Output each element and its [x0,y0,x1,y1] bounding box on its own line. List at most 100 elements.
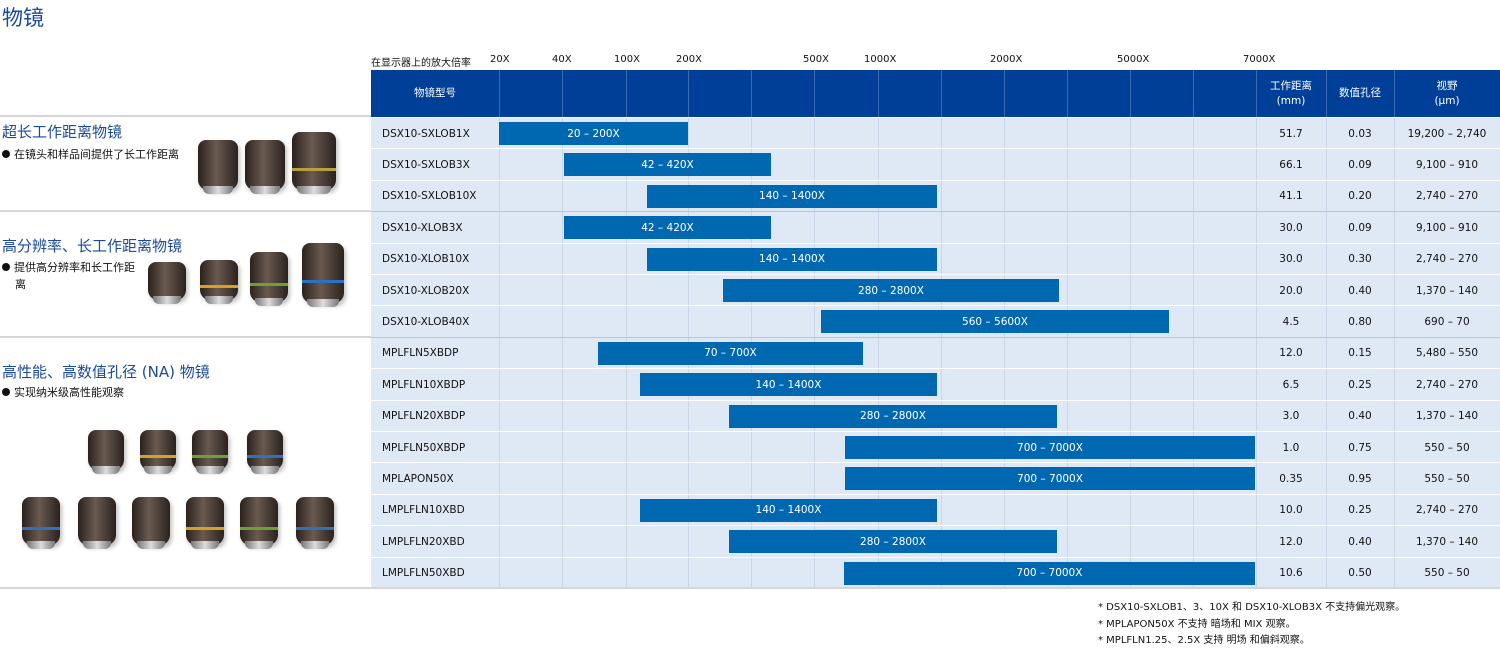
table-row: LMPLFLN10XBD 140 – 1400X 10.0 0.25 2,740 – 2… [371,493,1500,525]
objective-lens-icon [247,430,283,474]
header-working-distance: 工作距离 (mm) [1270,80,1312,107]
objective-lens-icon [245,140,285,194]
numerical-aperture: 0.25 [1348,504,1372,517]
divider [0,587,1500,589]
table-row: MPLFLN20XBDP 280 – 2800X 3.0 0.40 1,370 – 14… [371,399,1500,431]
model-name: DSX10-XLOB3X [382,221,463,234]
grid-line [1067,70,1068,117]
header-na: 数值孔径 [1339,87,1381,100]
grid-line [878,70,879,117]
magnification-range-bar: 42 – 420X [564,153,771,177]
magnification-range-bar: 280 – 2800X [729,530,1057,554]
section-bullet: 实现纳米级高性能观察 [2,384,124,401]
grid-line [1130,70,1131,117]
objective-lens-icon [22,497,60,549]
field-of-view: 2,740 – 270 [1415,253,1479,266]
model-name: MPLFLN20XBDP [382,410,466,423]
working-distance: 10.6 [1279,567,1303,580]
table-row: DSX10-XLOB20X 280 – 2800X 20.0 0.40 1,370 – … [371,274,1500,305]
numerical-aperture: 0.15 [1348,347,1372,360]
objective-lens-icon [302,243,344,307]
model-name: DSX10-XLOB20X [382,284,470,297]
table-row: MPLFLN50XBDP 700 – 7000X 1.0 0.75 550 – 50 [371,431,1500,462]
model-name: MPLFLN10XBDP [382,378,466,391]
field-of-view: 9,100 – 910 [1415,221,1479,234]
grid-line [1004,117,1005,588]
numerical-aperture: 0.40 [1348,410,1372,423]
magnification-range-bar: 140 – 1400X [640,373,937,397]
grid-line [499,117,500,588]
working-distance: 30.0 [1279,221,1303,234]
objective-lens-icon [292,132,336,194]
field-of-view: 5,480 – 550 [1415,347,1479,360]
scale-tick-label: 500X [803,54,829,65]
section-bullet: 提供高分辨率和长工作距离 [2,259,142,293]
table-row: DSX10-SXLOB1X 20 – 200X 51.7 0.03 19,200 – 2… [371,117,1500,148]
magnification-range-bar: 700 – 7000X [845,467,1255,491]
section-title: 高分辨率、长工作距离物镜 [2,237,183,255]
table-row: LMPLFLN50XBD 700 – 7000X 10.6 0.50 550 – 50 [371,556,1500,588]
model-name: LMPLFLN20XBD [382,535,465,548]
scale-tick-label: 200X [676,54,702,65]
field-of-view: 550 – 50 [1424,567,1470,580]
field-of-view: 19,200 – 2,740 [1407,127,1487,140]
table-row: LMPLFLN20XBD 280 – 2800X 12.0 0.40 1,370 – 1… [371,525,1500,556]
field-of-view: 550 – 50 [1424,441,1470,454]
grid-line [1326,117,1327,588]
magnification-range-bar: 280 – 2800X [723,279,1059,302]
model-name: LMPLFLN10XBD [382,504,465,517]
numerical-aperture: 0.20 [1348,190,1372,203]
magnification-range-bar: 70 – 700X [598,341,863,365]
section-bullet: 在镜头和样品间提供了长工作距离 [2,146,179,163]
model-name: DSX10-SXLOB1X [382,127,470,140]
magnification-range-bar: 20 – 200X [499,122,688,145]
scale-tick-label: 1000X [864,54,897,65]
field-of-view: 1,370 – 140 [1415,284,1479,297]
working-distance: 51.7 [1279,127,1303,140]
field-of-view: 2,740 – 270 [1415,504,1479,517]
objective-lens-icon [186,497,224,549]
table-row: MPLAPON50X 700 – 7000X 0.35 0.95 550 – 50 [371,462,1500,493]
table-row: MPLFLN10XBDP 140 – 1400X 6.5 0.25 2,740 – 27… [371,368,1500,399]
numerical-aperture: 0.40 [1348,535,1372,548]
field-of-view: 550 – 50 [1424,472,1470,485]
grid-line [941,117,942,588]
model-name: MPLFLN50XBDP [382,441,466,454]
magnification-range-bar: 140 – 1400X [647,184,937,208]
working-distance: 66.1 [1279,158,1303,171]
model-name: DSX10-XLOB10X [382,253,470,266]
model-name: MPLFLN5XBDP [382,347,459,360]
objective-lens-icon [78,497,116,549]
grid-line [814,70,815,117]
field-of-view: 2,740 – 270 [1415,378,1479,391]
footnote: * MPLAPON50X 不支持 暗场和 MIX 观察。 [1098,619,1296,630]
objective-lens-icon [250,252,288,306]
field-of-view: 1,370 – 140 [1415,410,1479,423]
model-name: DSX10-SXLOB3X [382,158,470,171]
scale-tick-label: 20X [490,54,510,65]
grid-line [1130,117,1131,588]
page-title: 物镜 [2,6,44,30]
field-of-view: 9,100 – 910 [1415,158,1479,171]
grid-line [1326,70,1327,117]
grid-line [562,70,563,117]
model-name: DSX10-XLOB40X [382,315,470,328]
working-distance: 10.0 [1279,504,1303,517]
numerical-aperture: 0.40 [1348,284,1372,297]
table-row: DSX10-XLOB10X 140 – 1400X 30.0 0.30 2,740 – … [371,242,1500,274]
magnification-range-bar: 560 – 5600X [821,310,1169,334]
table-row: DSX10-SXLOB3X 42 – 420X 66.1 0.09 9,100 – 91… [371,148,1500,179]
table-row: DSX10-XLOB3X 42 – 420X 30.0 0.09 9,100 – 910 [371,211,1500,242]
grid-line [688,70,689,117]
objective-lens-icon [296,497,334,549]
grid-line [562,117,563,588]
numerical-aperture: 0.50 [1348,567,1372,580]
working-distance: 30.0 [1279,253,1303,266]
grid-line [1067,117,1068,588]
table-body: DSX10-SXLOB1X 20 – 200X 51.7 0.03 19,200 – 2… [371,117,1500,588]
working-distance: 1.0 [1282,441,1300,454]
grid-line [626,70,627,117]
section-title: 高性能、高数值孔径 (NA) 物镜 [2,363,210,381]
table-header: 物镜型号 工作距离 (mm) 数值孔径 视野 (μm) [371,70,1500,117]
scale-tick-label: 7000X [1243,54,1276,65]
